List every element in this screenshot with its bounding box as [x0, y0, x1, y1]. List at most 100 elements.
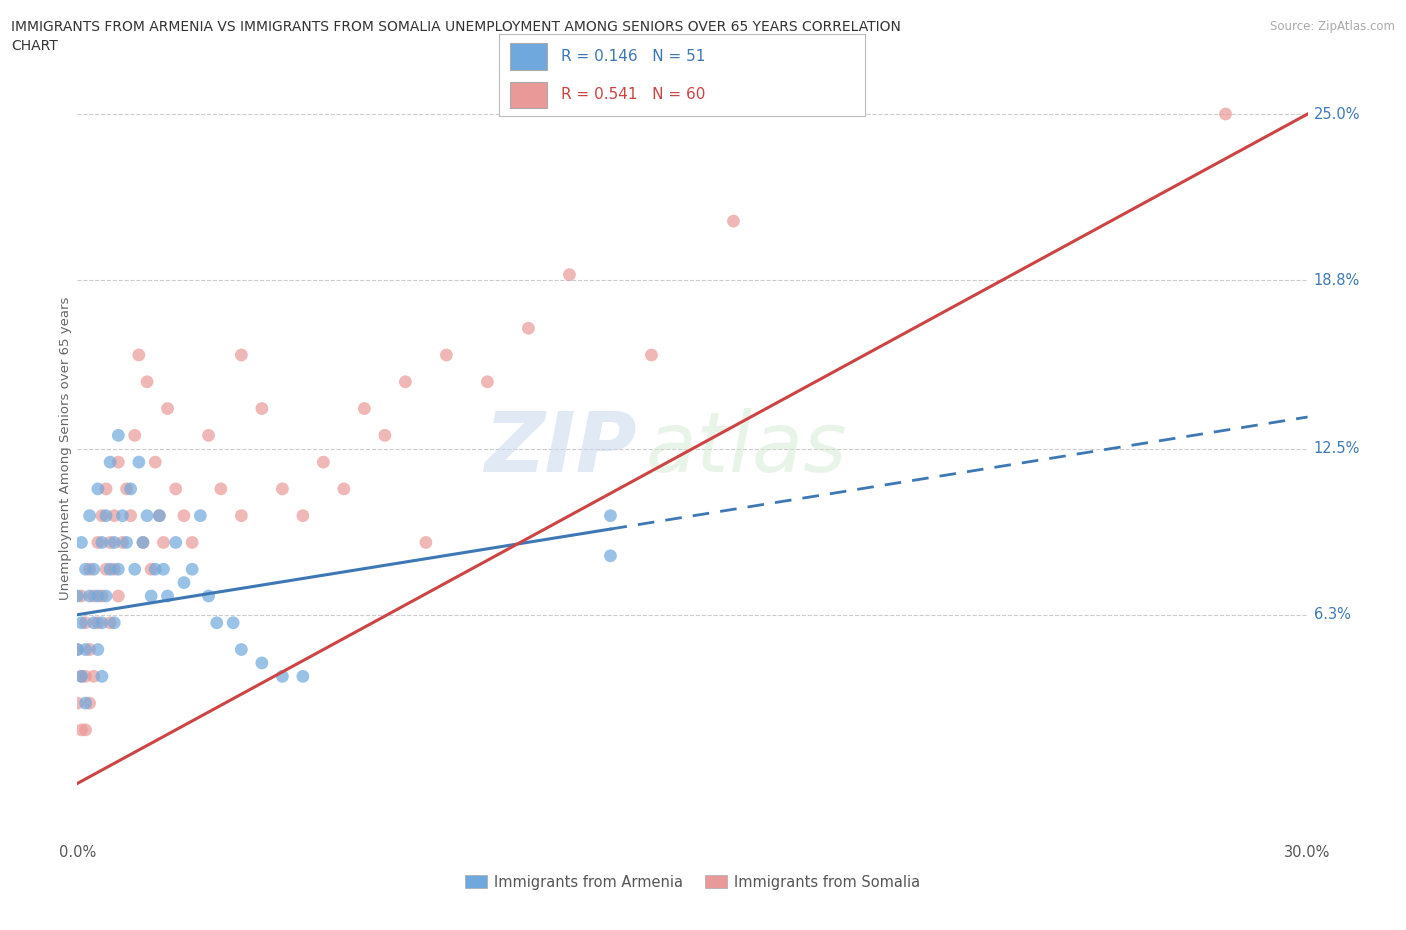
Point	[128, 348, 150, 363]
Point	[107, 455, 129, 470]
Point	[111, 508, 134, 523]
Point	[271, 482, 294, 497]
Point	[374, 428, 396, 443]
Point	[181, 535, 204, 550]
Point	[141, 562, 163, 577]
Point	[87, 589, 110, 604]
Point	[79, 642, 101, 657]
Point	[70, 616, 93, 631]
Point	[197, 428, 219, 443]
Text: 12.5%: 12.5%	[1313, 441, 1360, 457]
Point	[136, 508, 159, 523]
Point	[558, 267, 581, 282]
Point	[599, 549, 621, 564]
Point	[132, 535, 155, 550]
Point	[222, 616, 245, 631]
Point	[90, 589, 114, 604]
Point	[120, 508, 142, 523]
Point	[143, 562, 166, 577]
Point	[83, 589, 105, 604]
Point	[103, 535, 125, 550]
Point	[66, 589, 89, 604]
Point	[103, 508, 125, 523]
Point	[231, 642, 253, 657]
Point	[312, 455, 335, 470]
Point	[107, 428, 129, 443]
Point	[87, 642, 110, 657]
Point	[1215, 107, 1237, 122]
Point	[98, 562, 121, 577]
Point	[94, 589, 117, 604]
Point	[132, 535, 155, 550]
Text: atlas: atlas	[645, 408, 848, 489]
Point	[188, 508, 212, 523]
Point	[291, 508, 314, 523]
Point	[87, 482, 110, 497]
Point	[165, 535, 187, 550]
Point	[79, 562, 101, 577]
Point	[98, 455, 121, 470]
Point	[165, 482, 187, 497]
Point	[640, 348, 662, 363]
Point	[181, 562, 204, 577]
Point	[120, 482, 142, 497]
Text: 25.0%: 25.0%	[1313, 107, 1360, 122]
Point	[394, 375, 416, 390]
Point	[87, 535, 110, 550]
Point	[250, 401, 273, 416]
Point	[250, 656, 273, 671]
Point	[115, 535, 138, 550]
Point	[148, 508, 170, 523]
Point	[66, 642, 89, 657]
Point	[90, 535, 114, 550]
Point	[141, 589, 163, 604]
Point	[173, 575, 195, 590]
Point	[66, 696, 89, 711]
Point	[128, 455, 150, 470]
Text: ZIP: ZIP	[485, 408, 637, 489]
Text: R = 0.541   N = 60: R = 0.541 N = 60	[561, 87, 706, 102]
Point	[90, 669, 114, 684]
Point	[143, 455, 166, 470]
Point	[107, 562, 129, 577]
Text: IMMIGRANTS FROM ARMENIA VS IMMIGRANTS FROM SOMALIA UNEMPLOYMENT AMONG SENIORS OV: IMMIGRANTS FROM ARMENIA VS IMMIGRANTS FR…	[11, 20, 901, 34]
Point	[66, 642, 89, 657]
Point	[70, 589, 93, 604]
Point	[205, 616, 228, 631]
Point	[231, 508, 253, 523]
Point	[115, 482, 138, 497]
Text: R = 0.146   N = 51: R = 0.146 N = 51	[561, 49, 706, 64]
Point	[75, 723, 97, 737]
Point	[197, 589, 219, 604]
Point	[152, 562, 174, 577]
Point	[723, 214, 745, 229]
Point	[83, 562, 105, 577]
Point	[111, 535, 134, 550]
FancyBboxPatch shape	[510, 82, 547, 108]
Point	[124, 562, 146, 577]
Legend: Immigrants from Armenia, Immigrants from Somalia: Immigrants from Armenia, Immigrants from…	[458, 869, 927, 896]
Point	[79, 589, 101, 604]
Point	[79, 696, 101, 711]
Point	[94, 508, 117, 523]
Text: 6.3%: 6.3%	[1313, 607, 1351, 622]
Point	[98, 616, 121, 631]
Point	[152, 535, 174, 550]
Point	[75, 669, 97, 684]
Point	[79, 508, 101, 523]
Point	[70, 669, 93, 684]
Point	[599, 508, 621, 523]
Point	[103, 616, 125, 631]
Point	[209, 482, 232, 497]
Point	[103, 562, 125, 577]
Point	[75, 642, 97, 657]
Point	[90, 616, 114, 631]
Point	[436, 348, 458, 363]
Point	[271, 669, 294, 684]
Point	[70, 723, 93, 737]
Point	[156, 589, 179, 604]
Point	[75, 616, 97, 631]
Point	[90, 508, 114, 523]
Point	[87, 616, 110, 631]
Point	[517, 321, 540, 336]
